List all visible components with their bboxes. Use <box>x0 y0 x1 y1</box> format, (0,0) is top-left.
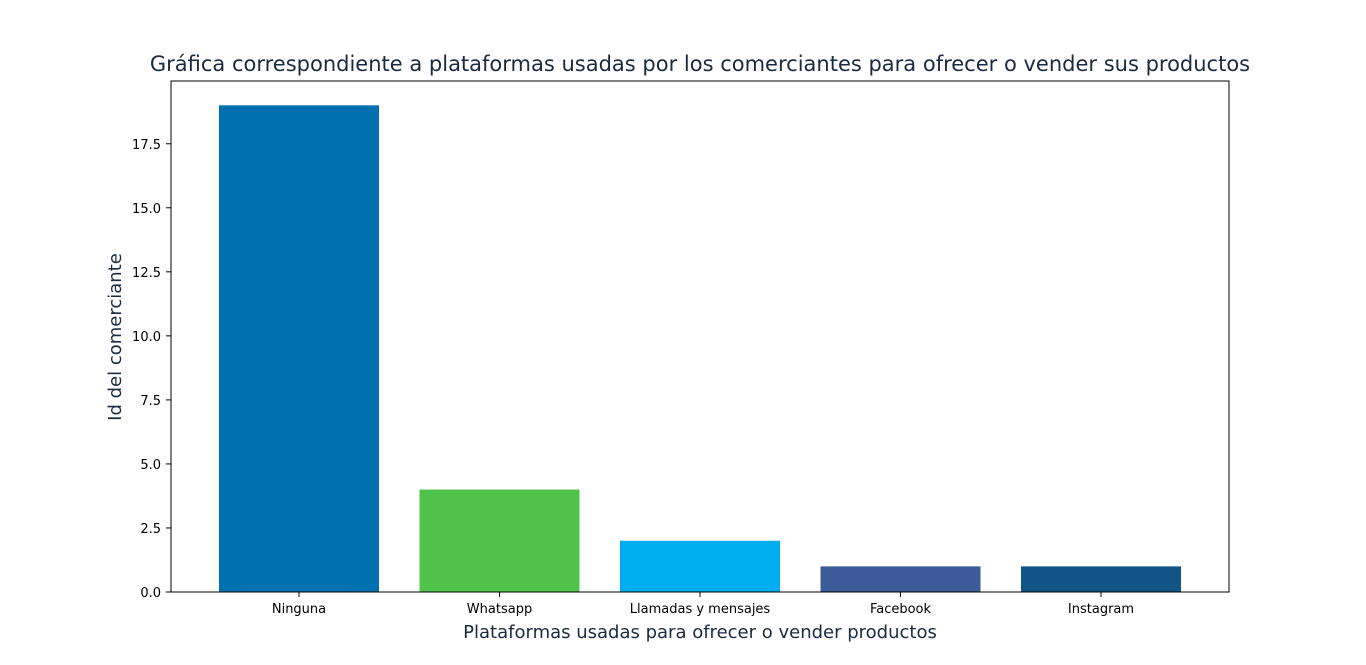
chart-title: Gráfica correspondiente a plataformas us… <box>150 52 1250 76</box>
bar-facebook <box>820 566 981 592</box>
y-tick-label: 10.0 <box>132 330 161 345</box>
x-axis-label: Plataformas usadas para ofrecer o vender… <box>463 622 937 643</box>
bar-llamadas-y-mensajes <box>620 540 780 592</box>
y-tick-label: 5.0 <box>140 458 161 473</box>
bars-group <box>219 105 1181 592</box>
y-tick-label: 15.0 <box>132 202 161 217</box>
x-tick-label: Ninguna <box>272 602 326 617</box>
bar-whatsapp <box>419 489 580 592</box>
y-tick-label: 12.5 <box>132 266 161 281</box>
x-tick-label: Whatsapp <box>467 602 532 617</box>
x-tick-label: Instagram <box>1068 602 1134 617</box>
plot-area: 0.0 2.5 5.0 7.5 10.0 12.5 15.0 17.5 Ninguna What… <box>132 80 1230 617</box>
x-axis: Ninguna Whatsapp Llamadas y mensajes Facebo… <box>272 592 1134 617</box>
bar-ninguna <box>219 105 379 592</box>
x-tick-label: Facebook <box>870 602 932 617</box>
y-tick-label: 0.0 <box>140 586 161 601</box>
y-tick-label: 17.5 <box>132 138 161 153</box>
x-tick-label: Llamadas y mensajes <box>630 602 771 617</box>
y-axis-label: Id del comerciante <box>105 253 126 421</box>
y-axis: 0.0 2.5 5.0 7.5 10.0 12.5 15.0 17.5 <box>132 138 171 601</box>
y-tick-label: 7.5 <box>140 394 161 409</box>
bar-instagram <box>1021 566 1181 592</box>
y-tick-label: 2.5 <box>140 522 161 537</box>
